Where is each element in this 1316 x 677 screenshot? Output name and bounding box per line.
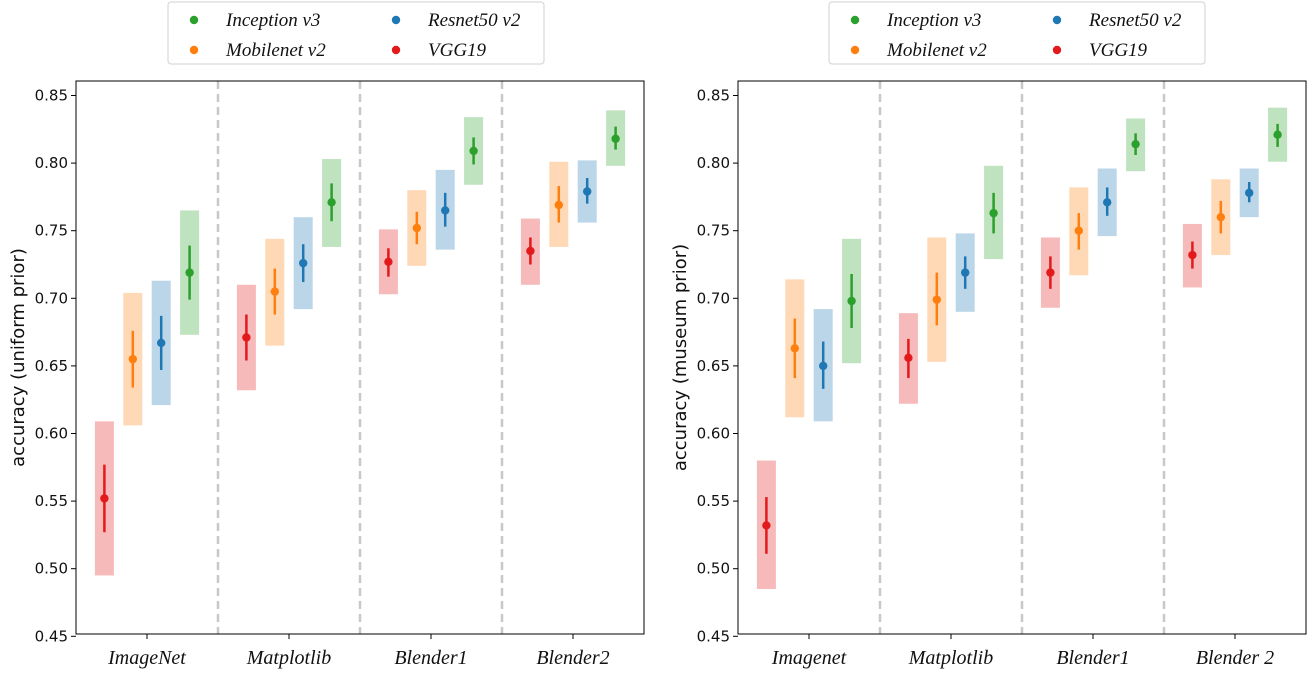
panel-1: 0.45 0.50 0.55 0.60 0.65 0.70 0.75 0.80 0.85 Imag… <box>8 1 645 669</box>
point-resnet50-v2 <box>441 206 450 215</box>
legend: Inception v3 Mobilenet v2 Resnet50 v2 VGG19 <box>828 1 1206 65</box>
y-tick-label: 0.60 <box>697 425 730 443</box>
legend-marker <box>391 15 401 25</box>
legend-marker <box>850 15 860 25</box>
legend-marker <box>189 45 199 55</box>
point-inception-v3 <box>185 268 194 277</box>
y-tick-label: 0.70 <box>35 289 68 307</box>
point-resnet50-v2 <box>819 361 828 371</box>
point-vgg19 <box>526 246 535 256</box>
legend-box <box>167 1 545 65</box>
y-tick-label: 0.45 <box>697 627 730 645</box>
point-mobilenet-v2 <box>270 287 279 296</box>
y-tick-label: 0.55 <box>697 492 730 510</box>
legend-marker <box>1052 15 1062 25</box>
point-vgg19 <box>762 521 771 530</box>
point-mobilenet-v2 <box>412 223 421 233</box>
y-tick-label: 0.85 <box>697 87 730 105</box>
point-resnet50-v2 <box>1245 188 1254 198</box>
point-vgg19 <box>1046 268 1055 277</box>
point-resnet50-v2 <box>583 187 592 196</box>
point-resnet50-v2 <box>299 258 308 268</box>
y-tick-label: 0.85 <box>35 87 68 105</box>
legend-entry: Inception v3 <box>225 10 320 31</box>
plot-frame <box>737 80 1307 635</box>
point-mobilenet-v2 <box>554 200 563 210</box>
plot-frame <box>75 80 645 635</box>
panel-2: 0.45 0.50 0.55 0.60 0.65 0.70 0.75 0.80 0.85 Imag… <box>670 1 1307 669</box>
y-tick-label: 0.80 <box>35 154 68 172</box>
point-vgg19 <box>904 353 913 362</box>
point-inception-v3 <box>327 198 336 207</box>
x-category-label: Blender2 <box>536 647 609 669</box>
point-vgg19 <box>100 494 109 503</box>
point-resnet50-v2 <box>961 268 970 277</box>
legend-entry: VGG19 <box>1089 40 1148 61</box>
y-tick-label: 0.70 <box>697 289 730 307</box>
point-inception-v3 <box>989 208 998 218</box>
point-mobilenet-v2 <box>1074 226 1084 235</box>
x-category-label: Matplotlib <box>246 647 331 669</box>
legend-marker <box>391 45 401 55</box>
x-category-label: Matplotlib <box>908 647 993 669</box>
point-inception-v3 <box>847 296 856 306</box>
y-tick-label: 0.45 <box>35 627 68 645</box>
x-category-label: Blender1 <box>1056 647 1129 669</box>
point-vgg19 <box>1188 250 1197 260</box>
point-mobilenet-v2 <box>128 354 137 364</box>
point-inception-v3 <box>611 134 620 143</box>
point-resnet50-v2 <box>1103 198 1112 207</box>
y-axis-label: accuracy (museum prior) <box>670 244 691 471</box>
y-tick-label: 0.75 <box>35 222 68 240</box>
legend-entry: Mobilenet v2 <box>225 40 326 61</box>
y-tick-label: 0.60 <box>35 425 68 443</box>
point-inception-v3 <box>469 146 478 156</box>
y-tick-label: 0.80 <box>697 154 730 172</box>
legend-marker <box>189 15 199 25</box>
point-vgg19 <box>384 257 393 266</box>
x-category-label: Blender 2 <box>1196 647 1274 669</box>
y-axis-label: accuracy (uniform prior) <box>8 248 29 467</box>
legend-marker <box>850 45 860 55</box>
x-category-label: Imagenet <box>771 647 847 669</box>
legend-entry: Resnet50 v2 <box>427 10 521 31</box>
point-mobilenet-v2 <box>790 344 799 353</box>
y-tick-label: 0.65 <box>35 357 68 375</box>
point-resnet50-v2 <box>157 338 166 348</box>
legend: Inception v3 Mobilenet v2 Resnet50 v2 VGG19 <box>167 1 545 65</box>
point-mobilenet-v2 <box>932 295 941 304</box>
legend-box <box>828 1 1206 65</box>
x-category-label: ImageNet <box>107 647 186 669</box>
x-category-label: Blender1 <box>394 647 467 669</box>
y-tick-label: 0.55 <box>35 492 68 510</box>
legend-entry: VGG19 <box>428 40 487 61</box>
y-tick-label: 0.50 <box>35 560 68 578</box>
legend-marker <box>1052 45 1062 55</box>
y-tick-label: 0.65 <box>697 357 730 375</box>
point-inception-v3 <box>1273 130 1282 139</box>
y-tick-label: 0.75 <box>697 222 730 240</box>
point-vgg19 <box>242 333 251 342</box>
legend-entry: Mobilenet v2 <box>886 40 987 61</box>
y-tick-label: 0.50 <box>697 560 730 578</box>
point-inception-v3 <box>1131 139 1140 149</box>
legend-entry: Resnet50 v2 <box>1088 10 1182 31</box>
point-mobilenet-v2 <box>1216 212 1226 222</box>
legend-entry: Inception v3 <box>886 10 981 31</box>
